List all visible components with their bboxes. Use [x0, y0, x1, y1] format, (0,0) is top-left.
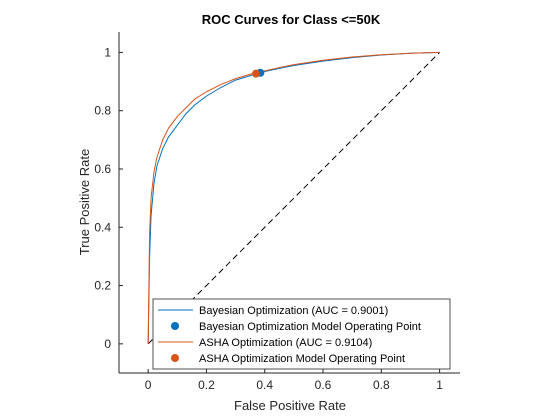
- x-axis-label: False Positive Rate: [234, 398, 346, 413]
- legend: Bayesian Optimization (AUC = 0.9001) Baye…: [152, 298, 451, 370]
- y-tick-label: 0.2: [94, 279, 111, 293]
- x-tick-label: 0.4: [256, 378, 273, 392]
- series-line-0: [147, 51, 440, 344]
- legend-box: [152, 298, 451, 370]
- legend-swatch-point-1: [171, 322, 179, 330]
- x-tick-label: 1: [436, 378, 443, 392]
- x-tick-label: 0: [145, 378, 152, 392]
- legend-label-1: Bayesian Optimization Model Operating Po…: [199, 321, 421, 333]
- y-axis-label: True Positive Rate: [77, 149, 92, 255]
- plot-area: 0 0.2 0.4 0.6 0.8 1 0 0.2 0.4 0.6 0.8 1: [94, 32, 460, 392]
- y-tick-label: 0.6: [94, 162, 111, 176]
- reference-diagonal-line: [147, 52, 440, 345]
- chart-title: ROC Curves for Class <=50K: [202, 12, 381, 27]
- operating-point-3: [251, 69, 260, 78]
- series-line-2: [147, 51, 440, 344]
- x-tick-label: 0.8: [373, 378, 390, 392]
- legend-label-0: Bayesian Optimization (AUC = 0.9001): [199, 305, 388, 317]
- x-tick-label: 0.2: [198, 378, 215, 392]
- legend-swatch-point-3: [171, 354, 179, 362]
- x-tick-label: 0.6: [315, 378, 332, 392]
- y-tick-label: 1: [104, 45, 111, 59]
- legend-label-2: ASHA Optimization (AUC = 0.9104): [199, 337, 372, 349]
- y-tick-label: 0.8: [94, 104, 111, 118]
- legend-label-3: ASHA Optimization Model Operating Point: [199, 353, 405, 365]
- y-tick-label: 0.4: [94, 220, 111, 234]
- y-tick-label: 0: [104, 337, 111, 351]
